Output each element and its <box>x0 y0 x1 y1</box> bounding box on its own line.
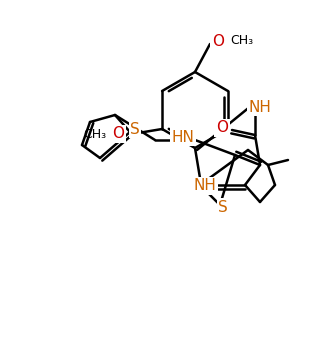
Text: O: O <box>112 126 124 141</box>
Text: S: S <box>130 121 140 136</box>
Text: O: O <box>212 34 224 49</box>
Text: S: S <box>218 199 228 215</box>
Text: NH: NH <box>249 99 271 114</box>
Text: CH₃: CH₃ <box>230 35 253 48</box>
Text: CH₃: CH₃ <box>83 127 106 140</box>
Text: O: O <box>216 120 228 135</box>
Text: HN: HN <box>172 130 195 145</box>
Text: NH: NH <box>194 178 216 194</box>
